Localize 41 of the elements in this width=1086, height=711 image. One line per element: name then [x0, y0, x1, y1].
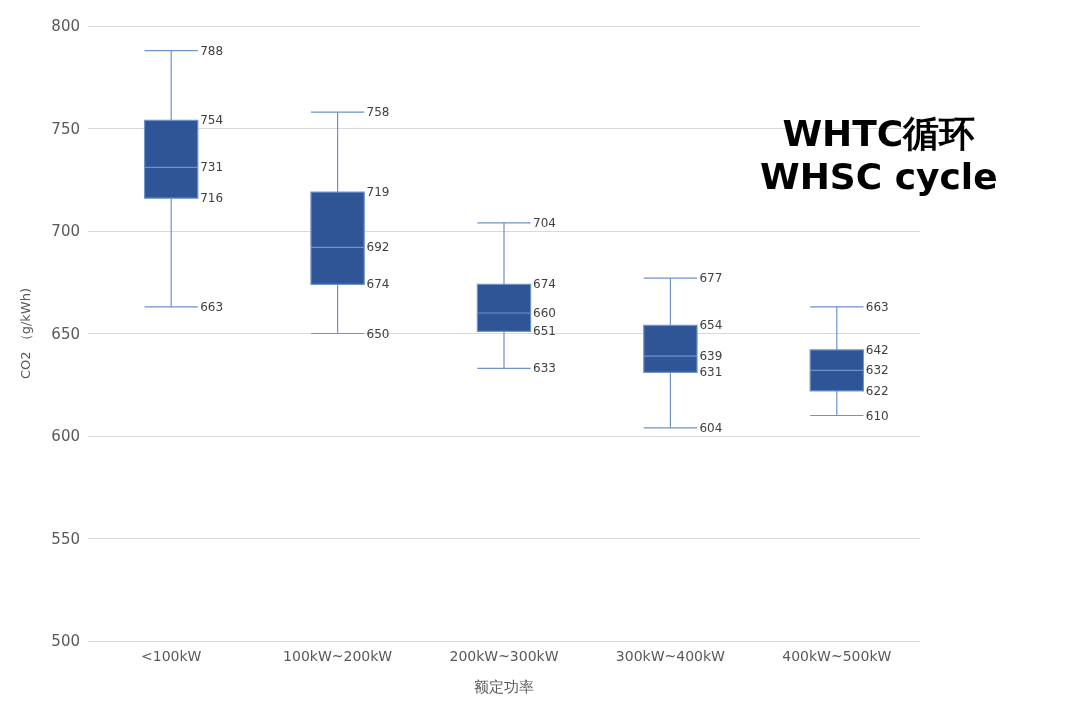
y-tick-label: 500: [51, 632, 80, 650]
x-tick-label: 400kW~500kW: [782, 648, 892, 664]
annotation: 632: [865, 363, 889, 378]
y-tick-label: 800: [51, 17, 80, 35]
annotation: 758: [366, 105, 390, 120]
annotation: 639: [699, 349, 723, 364]
annotation: 622: [865, 383, 889, 398]
annotation: 663: [865, 299, 889, 314]
annotation: 788: [200, 43, 224, 58]
annotation: 642: [865, 342, 889, 357]
y-tick-label: 650: [51, 324, 80, 343]
annotation: 650: [366, 326, 390, 341]
y-axis-title: CO2 （g/kWh): [18, 287, 33, 380]
annotation: 633: [533, 361, 556, 376]
y-tick-label: 700: [51, 222, 80, 240]
x-tick-label: <100kW: [141, 648, 202, 664]
annotation: 631: [699, 365, 723, 380]
annotation: 754: [200, 113, 224, 128]
annotation: 704: [533, 215, 556, 230]
x-axis-title: 额定功率: [474, 677, 534, 696]
annotation: 651: [533, 324, 556, 339]
annotation: 674: [366, 277, 390, 292]
annotation: 654: [699, 318, 723, 333]
annotation: 677: [699, 271, 723, 286]
annotation: WHTC循环: [781, 112, 977, 156]
annotation: WHSC cycle: [760, 155, 998, 199]
annotation: 719: [366, 185, 390, 200]
y-tick-label: 750: [51, 119, 80, 138]
annotation: 716: [200, 191, 224, 206]
x-tick-label: 100kW~200kW: [283, 648, 393, 664]
annotation: 692: [366, 240, 390, 255]
annotation: 604: [699, 420, 723, 435]
annotation: 731: [200, 160, 224, 175]
annotation: 660: [533, 306, 556, 320]
x-tick-label: 300kW~400kW: [615, 648, 726, 664]
x-tick-label: 200kW~300kW: [449, 648, 559, 664]
y-tick-label: 550: [51, 529, 80, 548]
y-tick-label: 600: [51, 427, 80, 445]
annotation: 610: [865, 408, 889, 423]
annotation: 663: [200, 299, 224, 314]
annotation: 674: [533, 277, 556, 292]
